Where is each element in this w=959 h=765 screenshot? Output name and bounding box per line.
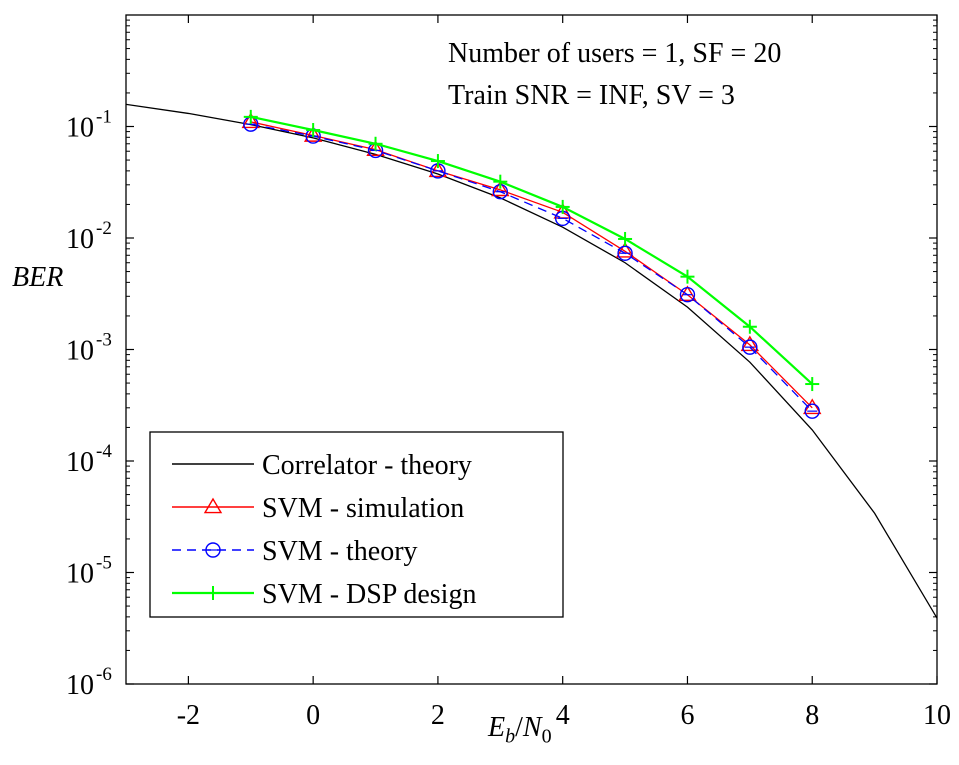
y-tick-exponent: -6 xyxy=(96,664,112,685)
y-tick-label: 10 xyxy=(66,447,94,478)
data-point xyxy=(742,319,757,334)
y-tick-exponent: -2 xyxy=(96,218,112,239)
x-label-e: E xyxy=(488,712,506,743)
series-line xyxy=(126,103,937,619)
legend-label: SVM - simulation xyxy=(262,493,464,524)
x-label-b: b xyxy=(505,725,516,748)
x-tick-label: 0 xyxy=(306,700,320,731)
series-group xyxy=(243,109,820,392)
series-group xyxy=(243,116,820,419)
data-point xyxy=(241,112,260,129)
legend-marker xyxy=(205,542,221,558)
data-point xyxy=(306,123,321,138)
data-point xyxy=(678,285,697,302)
data-point xyxy=(615,241,635,258)
data-point xyxy=(428,161,448,178)
x-tick-label: 10 xyxy=(923,700,951,731)
legend-label: Correlator - theory xyxy=(262,450,472,481)
x-tick-label: 2 xyxy=(431,700,445,731)
legend-box xyxy=(149,431,564,618)
y-tick-label: 10 xyxy=(66,670,94,701)
x-tick-label: -2 xyxy=(177,700,200,731)
data-point xyxy=(555,199,570,214)
y-tick-label: 10 xyxy=(66,113,94,144)
data-point xyxy=(618,231,633,246)
legend-label: SVM - theory xyxy=(262,536,418,567)
y-tick-label: 10 xyxy=(66,336,94,367)
data-point xyxy=(679,287,696,303)
x-label-n: N xyxy=(522,712,542,743)
x-tick-label: 8 xyxy=(805,700,819,731)
series-group xyxy=(126,103,937,619)
x-label-zero: 0 xyxy=(541,725,552,748)
data-point xyxy=(740,335,760,352)
y-tick-label: 10 xyxy=(66,224,94,255)
data-point xyxy=(243,109,258,124)
series-line xyxy=(250,123,813,412)
data-point xyxy=(366,140,385,156)
data-point xyxy=(804,403,820,419)
data-point xyxy=(493,174,508,189)
y-tick-exponent: -1 xyxy=(96,107,112,128)
x-tick-label: 6 xyxy=(680,700,694,731)
data-point xyxy=(491,180,510,197)
y-tick-exponent: -4 xyxy=(96,441,112,462)
y-tick-label: 10 xyxy=(66,559,94,590)
y-axis-label: BER xyxy=(12,262,64,293)
legend-label: SVM - DSP design xyxy=(262,579,476,610)
annotation-line-1: Number of users = 1, SF = 20 xyxy=(448,38,782,69)
series-line xyxy=(250,115,813,385)
data-point xyxy=(303,126,323,142)
data-point xyxy=(742,339,758,355)
x-label-slash: / xyxy=(515,712,523,743)
x-axis-label: Eb/N0 xyxy=(488,712,552,749)
legend-marker xyxy=(203,497,223,514)
data-point xyxy=(680,269,695,284)
series-group xyxy=(241,112,822,415)
data-point xyxy=(617,245,633,261)
y-tick-exponent: -3 xyxy=(96,330,112,351)
x-tick-label: 4 xyxy=(556,700,570,731)
series-line xyxy=(250,121,813,409)
annotation-line-2: Train SNR = INF, SV = 3 xyxy=(448,80,735,111)
data-point xyxy=(430,154,445,169)
y-tick-exponent: -5 xyxy=(96,553,112,574)
data-point xyxy=(368,136,383,151)
legend-marker xyxy=(206,586,220,600)
data-point xyxy=(805,377,820,392)
